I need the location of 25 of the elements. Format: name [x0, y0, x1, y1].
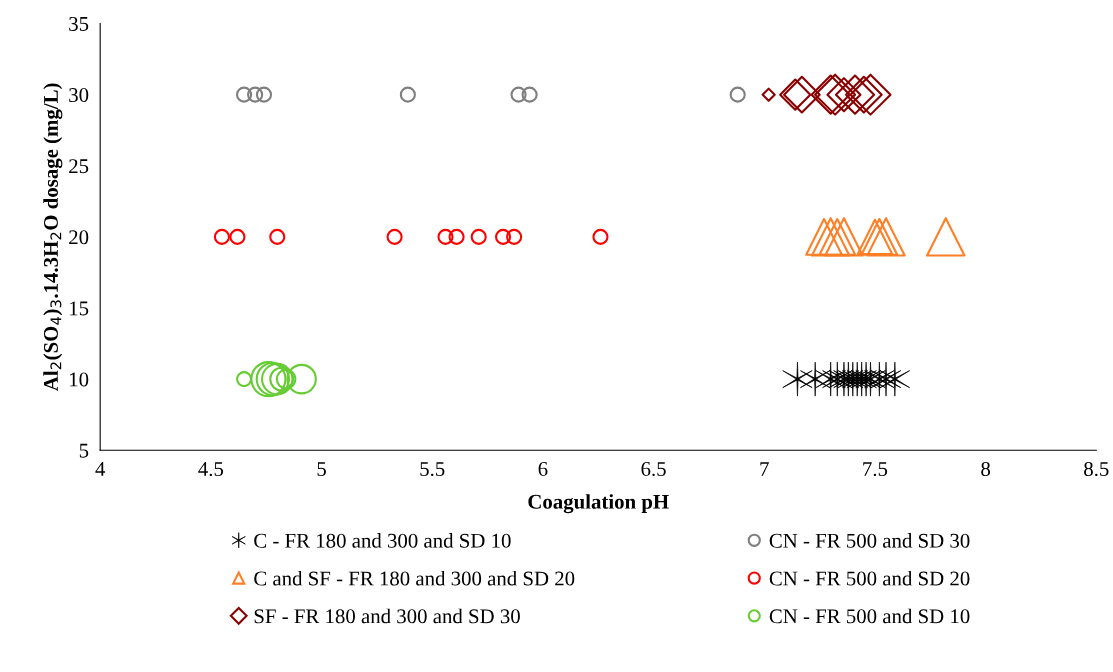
y-tick-label: 25	[69, 159, 89, 174]
y-tick-label: 20	[69, 230, 89, 245]
y-tick-label: 15	[70, 301, 89, 316]
x-tick-label: 5.5	[420, 462, 445, 477]
x-tick-label: 6	[538, 462, 548, 477]
x-tick-label: 7	[760, 462, 769, 476]
x-axis-title: Coagulation pH	[528, 494, 669, 514]
y-tick-label: 35	[69, 16, 89, 31]
x-tick-label: 4	[95, 462, 106, 476]
x-tick-label: 8.5	[1084, 461, 1109, 477]
text: Al$_{2}$(SO$_{4}$)$_{3}$.14.3H$_{2}$O dosage (mg/L)	[43, 83, 63, 392]
legend-label: C - FR 180 and 300 and SD 10	[254, 533, 511, 548]
x-tick-label: 7.5	[863, 462, 888, 477]
legend-label: C and SF - FR 180 and 300 and SD 20	[254, 570, 575, 586]
x-tick-label: 5	[317, 462, 326, 477]
y-tick-label: 30	[69, 88, 89, 103]
x-tick-label: 6.5	[641, 462, 666, 477]
legend-label: CN - FR 500 and SD 20	[769, 570, 970, 586]
legend-label: CN - FR 500 and SD 30	[769, 533, 970, 548]
legend-label: SF - FR 180 and 300 and SD 30	[254, 608, 520, 624]
y-tick-label: 10	[70, 372, 89, 387]
legend-label: CN - FR 500 and SD 10	[769, 608, 970, 624]
y-tick-label: 5	[79, 443, 89, 458]
x-tick-label: 8	[981, 461, 991, 477]
x-tick-label: 4.5	[198, 462, 224, 477]
